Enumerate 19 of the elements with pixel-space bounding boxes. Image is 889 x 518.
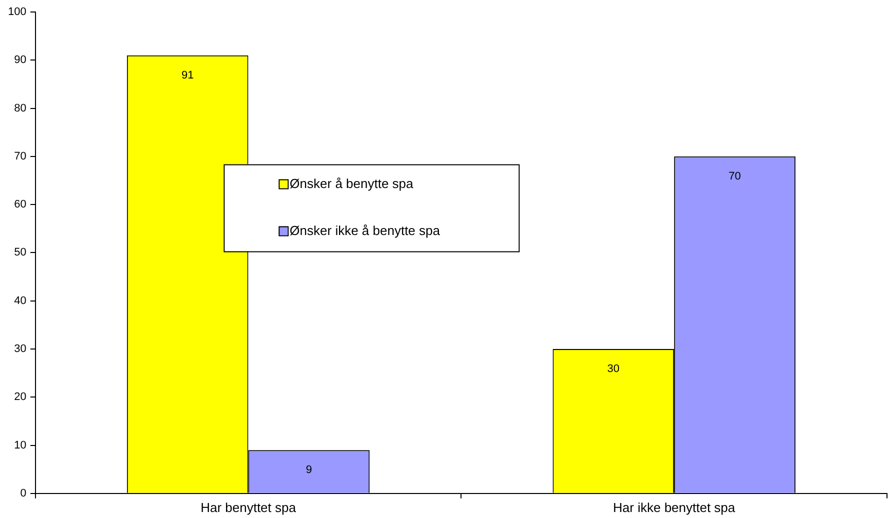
y-tick-label: 80 (14, 102, 26, 114)
y-tick-label: 60 (14, 198, 26, 211)
y-tick-label: 100 (8, 6, 26, 18)
y-tick-label: 10 (14, 439, 26, 452)
y-tick-label: 70 (14, 150, 26, 162)
data-label: 70 (728, 170, 741, 182)
y-tick-label: 40 (14, 294, 26, 307)
y-tick-label: 50 (14, 246, 26, 259)
data-label: 91 (181, 69, 194, 82)
data-label: 30 (607, 363, 620, 376)
legend-label: Ønsker ikke å benytte spa (290, 222, 441, 238)
data-label: 9 (306, 464, 312, 476)
x-tick-label: Har ikke benyttet spa (613, 500, 736, 515)
y-tick-label: 20 (14, 391, 26, 404)
y-tick-label: 30 (14, 343, 26, 356)
y-tick-label: 0 (20, 487, 26, 500)
legend-label: Ønsker å benytte spa (290, 176, 414, 191)
y-tick-label: 90 (14, 54, 26, 66)
x-tick-label: Har benyttet spa (200, 500, 297, 515)
